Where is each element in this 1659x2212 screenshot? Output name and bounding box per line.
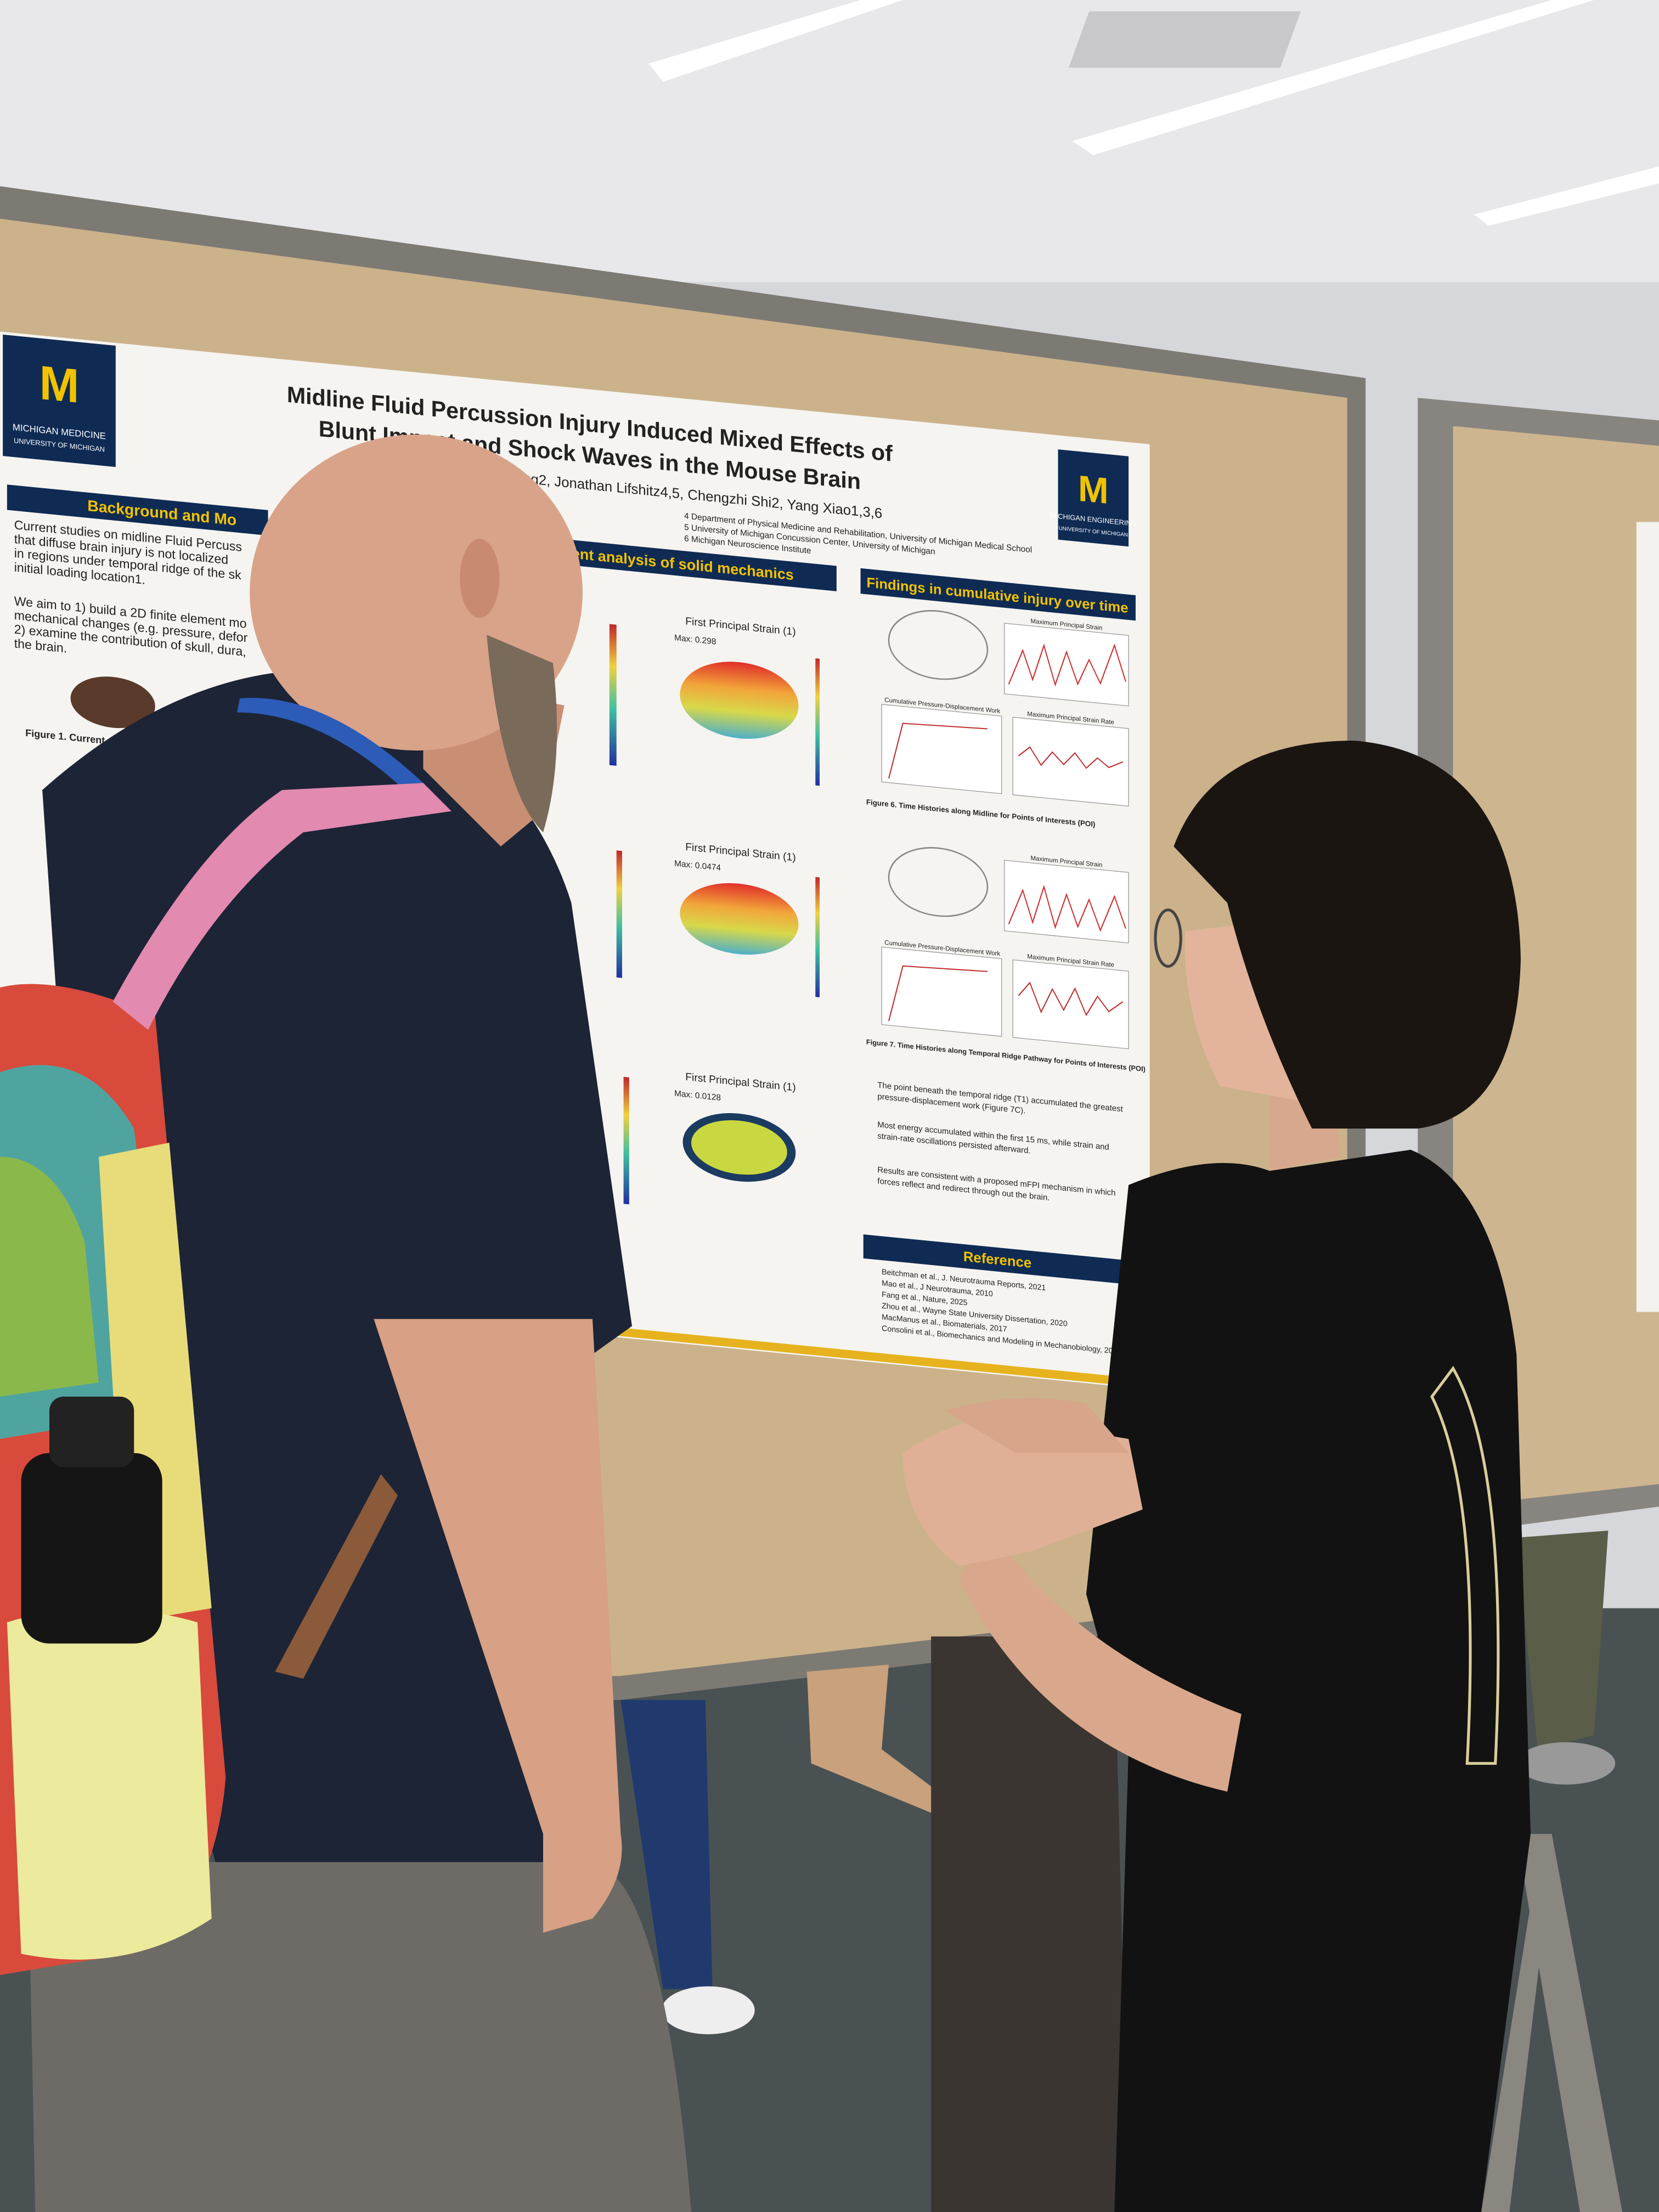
ear (460, 539, 500, 618)
plot (1004, 860, 1129, 944)
beard (487, 635, 557, 833)
brain-map (691, 1120, 787, 1175)
poster-border (585, 1324, 1150, 1389)
glasses (1154, 909, 1182, 968)
mouse-skull (70, 676, 155, 729)
trace (1018, 746, 1124, 769)
jeans (620, 1700, 713, 1989)
logo-letter: M (1078, 468, 1109, 512)
bottle-cap (49, 1396, 134, 1468)
strap (275, 1474, 398, 1679)
hands (902, 1418, 1143, 1566)
bottle (21, 1453, 162, 1644)
plot (881, 946, 1002, 1037)
poster: M MICHIGAN MEDICINE UNIVERSITY OF MICHIG… (0, 331, 1150, 1390)
camo-pants (1516, 1531, 1609, 1750)
shoe (1516, 1742, 1616, 1785)
heading-bar (7, 484, 268, 536)
panel: First Principal Strain (1) Max: 0.298 (609, 616, 820, 786)
logo-left (3, 334, 116, 467)
plot (1004, 623, 1129, 707)
hand (945, 1398, 1129, 1453)
plot (881, 704, 1002, 794)
shirt-print (1430, 1365, 1500, 1765)
schematic (888, 610, 989, 680)
colorbar (623, 1076, 629, 1205)
poster-edge (1636, 522, 1659, 1312)
colorbar (616, 850, 622, 978)
colorbar (815, 877, 820, 997)
schematic (888, 847, 989, 917)
shirt (1086, 1149, 1531, 2212)
heading-bar (860, 568, 1136, 621)
logo-right (1058, 449, 1129, 547)
ceiling-light (648, 0, 903, 82)
pants (28, 1862, 691, 2212)
colorbar (609, 624, 617, 766)
pants (931, 1636, 1129, 2212)
logo-letter: M (40, 356, 80, 413)
shoe (662, 1986, 755, 2034)
vent (1068, 11, 1301, 68)
brain-map (680, 662, 799, 739)
leg-sandal (806, 1664, 938, 1813)
colorbar (815, 658, 820, 786)
backpack-panel (0, 1156, 99, 1397)
backpack-pocket (7, 1608, 212, 1960)
arm (959, 1523, 1242, 1792)
strap (112, 783, 452, 1030)
trace (888, 723, 988, 779)
ceiling-light (1072, 0, 1594, 155)
ceiling-light (1474, 166, 1659, 226)
plot (1012, 716, 1129, 807)
trace (1008, 884, 1126, 932)
heading-bar (543, 537, 837, 591)
easel-leg (1481, 1833, 1623, 2212)
brain-map (680, 883, 799, 955)
trace (1018, 981, 1124, 1017)
trace (1008, 644, 1126, 687)
heading-bar (863, 1234, 1132, 1285)
findings-fig6: Maximum Principal Strain Cumulative Pres… (866, 610, 1129, 828)
trace (888, 965, 988, 1022)
arm (374, 1319, 622, 1933)
hair (1173, 741, 1521, 1129)
board-cork (1453, 426, 1659, 1507)
plot (1012, 959, 1129, 1049)
